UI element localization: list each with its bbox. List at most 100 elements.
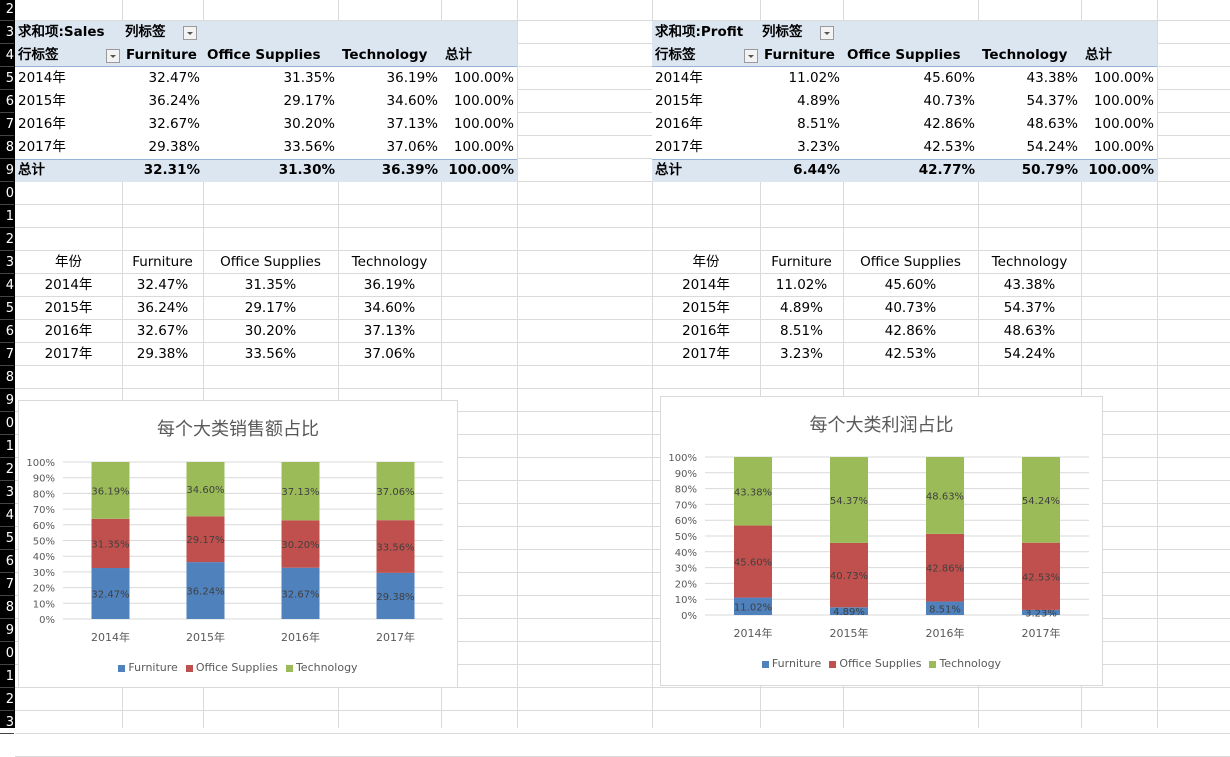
table-cell: 54.37% [1003, 300, 1056, 316]
pivot-cell: 33.56% [283, 139, 335, 155]
legend-item[interactable]: Furniture [761, 657, 821, 670]
pivot-cell: 42.86% [923, 116, 975, 132]
row-number[interactable]: 8 [0, 366, 14, 389]
profit-share-chart[interactable]: 每个大类利润占比 0% 10% 20% 30% 40% 50% 60% 70% 80% 90% 100… [660, 396, 1103, 686]
row-number[interactable]: 3 [0, 251, 14, 274]
table-cell: 2015年 [44, 300, 93, 316]
grid-row-line [15, 158, 1230, 159]
row-filter-dropdown[interactable] [744, 49, 758, 63]
grid-row-line [15, 181, 1230, 182]
row-number[interactable]: 7 [0, 343, 14, 366]
worksheet-grid[interactable] [15, 0, 1230, 757]
grid-col-line [517, 0, 518, 728]
pivot-value-field: 求和项:Sales [18, 24, 105, 40]
y-tick-label: 80% [675, 485, 697, 496]
row-number[interactable]: 1 [0, 435, 14, 458]
legend-swatch [118, 664, 126, 672]
row-number[interactable]: 4 [0, 274, 14, 297]
grid-row-line [15, 687, 1230, 688]
y-tick-label: 50% [675, 532, 697, 543]
pivot-column-header: Technology [982, 47, 1068, 63]
row-number[interactable]: 5 [0, 527, 14, 550]
row-number[interactable]: 8 [0, 596, 14, 619]
row-number[interactable]: 9 [0, 159, 14, 182]
x-tick-label: 2016年 [926, 626, 965, 640]
data-label: 4.89% [833, 607, 865, 618]
row-number[interactable]: 6 [0, 90, 14, 113]
pivot-body [652, 67, 1157, 159]
row-filter-dropdown[interactable] [106, 49, 120, 63]
bar-segment-office-supplies [281, 520, 320, 568]
table-cell: 48.63% [1003, 323, 1056, 339]
row-number[interactable]: 4 [0, 44, 14, 67]
y-tick-label: 70% [33, 505, 55, 516]
row-number[interactable]: 2 [0, 688, 14, 711]
row-number[interactable]: 7 [0, 113, 14, 136]
row-number[interactable]: 5 [0, 67, 14, 90]
row-number[interactable]: 9 [0, 389, 14, 412]
grid-col-line [122, 0, 123, 728]
bar-segment-technology [830, 457, 868, 543]
legend-item[interactable]: Technology [285, 661, 358, 674]
grid-row-line [15, 20, 1230, 21]
table-header: Technology [351, 254, 428, 270]
grid-row-line [15, 204, 1230, 205]
chart-title: 每个大类销售额占比 [157, 419, 319, 440]
data-label: 30.20% [281, 540, 319, 551]
column-filter-dropdown[interactable] [820, 26, 834, 40]
bar-segment-furniture [281, 567, 320, 619]
row-number[interactable]: 7 [0, 573, 14, 596]
grid-row-line [15, 296, 1230, 297]
row-number[interactable]: 0 [0, 182, 14, 205]
grid-row-line [15, 112, 1230, 113]
grid-row-line [15, 43, 1230, 44]
row-number[interactable]: 5 [0, 297, 14, 320]
table-cell: 36.19% [363, 277, 416, 293]
row-number[interactable]: 6 [0, 320, 14, 343]
legend-item[interactable]: Office Supplies [185, 661, 278, 674]
pivot-cell: 100.00% [1093, 139, 1154, 155]
grid-row-line [15, 434, 1230, 435]
column-filter-dropdown[interactable] [183, 26, 197, 40]
row-number[interactable]: 8 [0, 136, 14, 159]
table-cell: 32.47% [136, 277, 189, 293]
data-label: 11.02% [734, 602, 772, 613]
grid-row-line [15, 250, 1230, 251]
legend-item[interactable]: Office Supplies [829, 657, 921, 670]
row-number[interactable]: 1 [0, 665, 14, 688]
data-label: 54.37% [830, 496, 868, 507]
row-number[interactable]: 0 [0, 642, 14, 665]
legend-item[interactable]: Technology [929, 657, 1001, 670]
grid-row-line [15, 503, 1230, 504]
bar-segment-furniture [1022, 609, 1060, 615]
data-label: 33.56% [376, 543, 414, 554]
row-number[interactable]: 9 [0, 619, 14, 642]
sales-share-chart[interactable]: 每个大类销售额占比 0% 10% 20% 30% 40% 50% 60% 70% 80% 90% 10… [18, 400, 458, 688]
pivot-cell: 100.00% [1093, 93, 1154, 109]
x-tick-label: 2016年 [281, 630, 320, 644]
table-cell: 31.35% [244, 277, 297, 293]
row-number[interactable]: 4 [0, 504, 14, 527]
row-number[interactable]: 2 [0, 458, 14, 481]
pivot-value-field: 求和项:Profit [655, 24, 744, 40]
row-number[interactable]: 6 [0, 550, 14, 573]
table-cell: 37.13% [363, 323, 416, 339]
data-label: 54.24% [1022, 496, 1060, 507]
row-number[interactable]: 3 [0, 21, 14, 44]
grid-row-line [15, 526, 1230, 527]
row-number[interactable]: 2 [0, 228, 14, 251]
row-number[interactable]: 3 [0, 711, 14, 734]
row-number[interactable]: 0 [0, 412, 14, 435]
data-label: 32.47% [91, 590, 129, 601]
table-header: Office Supplies [860, 254, 961, 270]
pivot-cell: 43.38% [1026, 70, 1078, 86]
row-number[interactable]: 1 [0, 205, 14, 228]
grid-row-line [15, 595, 1230, 596]
row-number[interactable]: 3 [0, 481, 14, 504]
pivot-row-year: 2014年 [18, 70, 66, 86]
legend-item[interactable]: Furniture [118, 661, 178, 674]
row-number[interactable]: 2 [0, 0, 14, 21]
data-label: 29.38% [376, 592, 414, 603]
table-cell: 33.56% [244, 346, 297, 362]
